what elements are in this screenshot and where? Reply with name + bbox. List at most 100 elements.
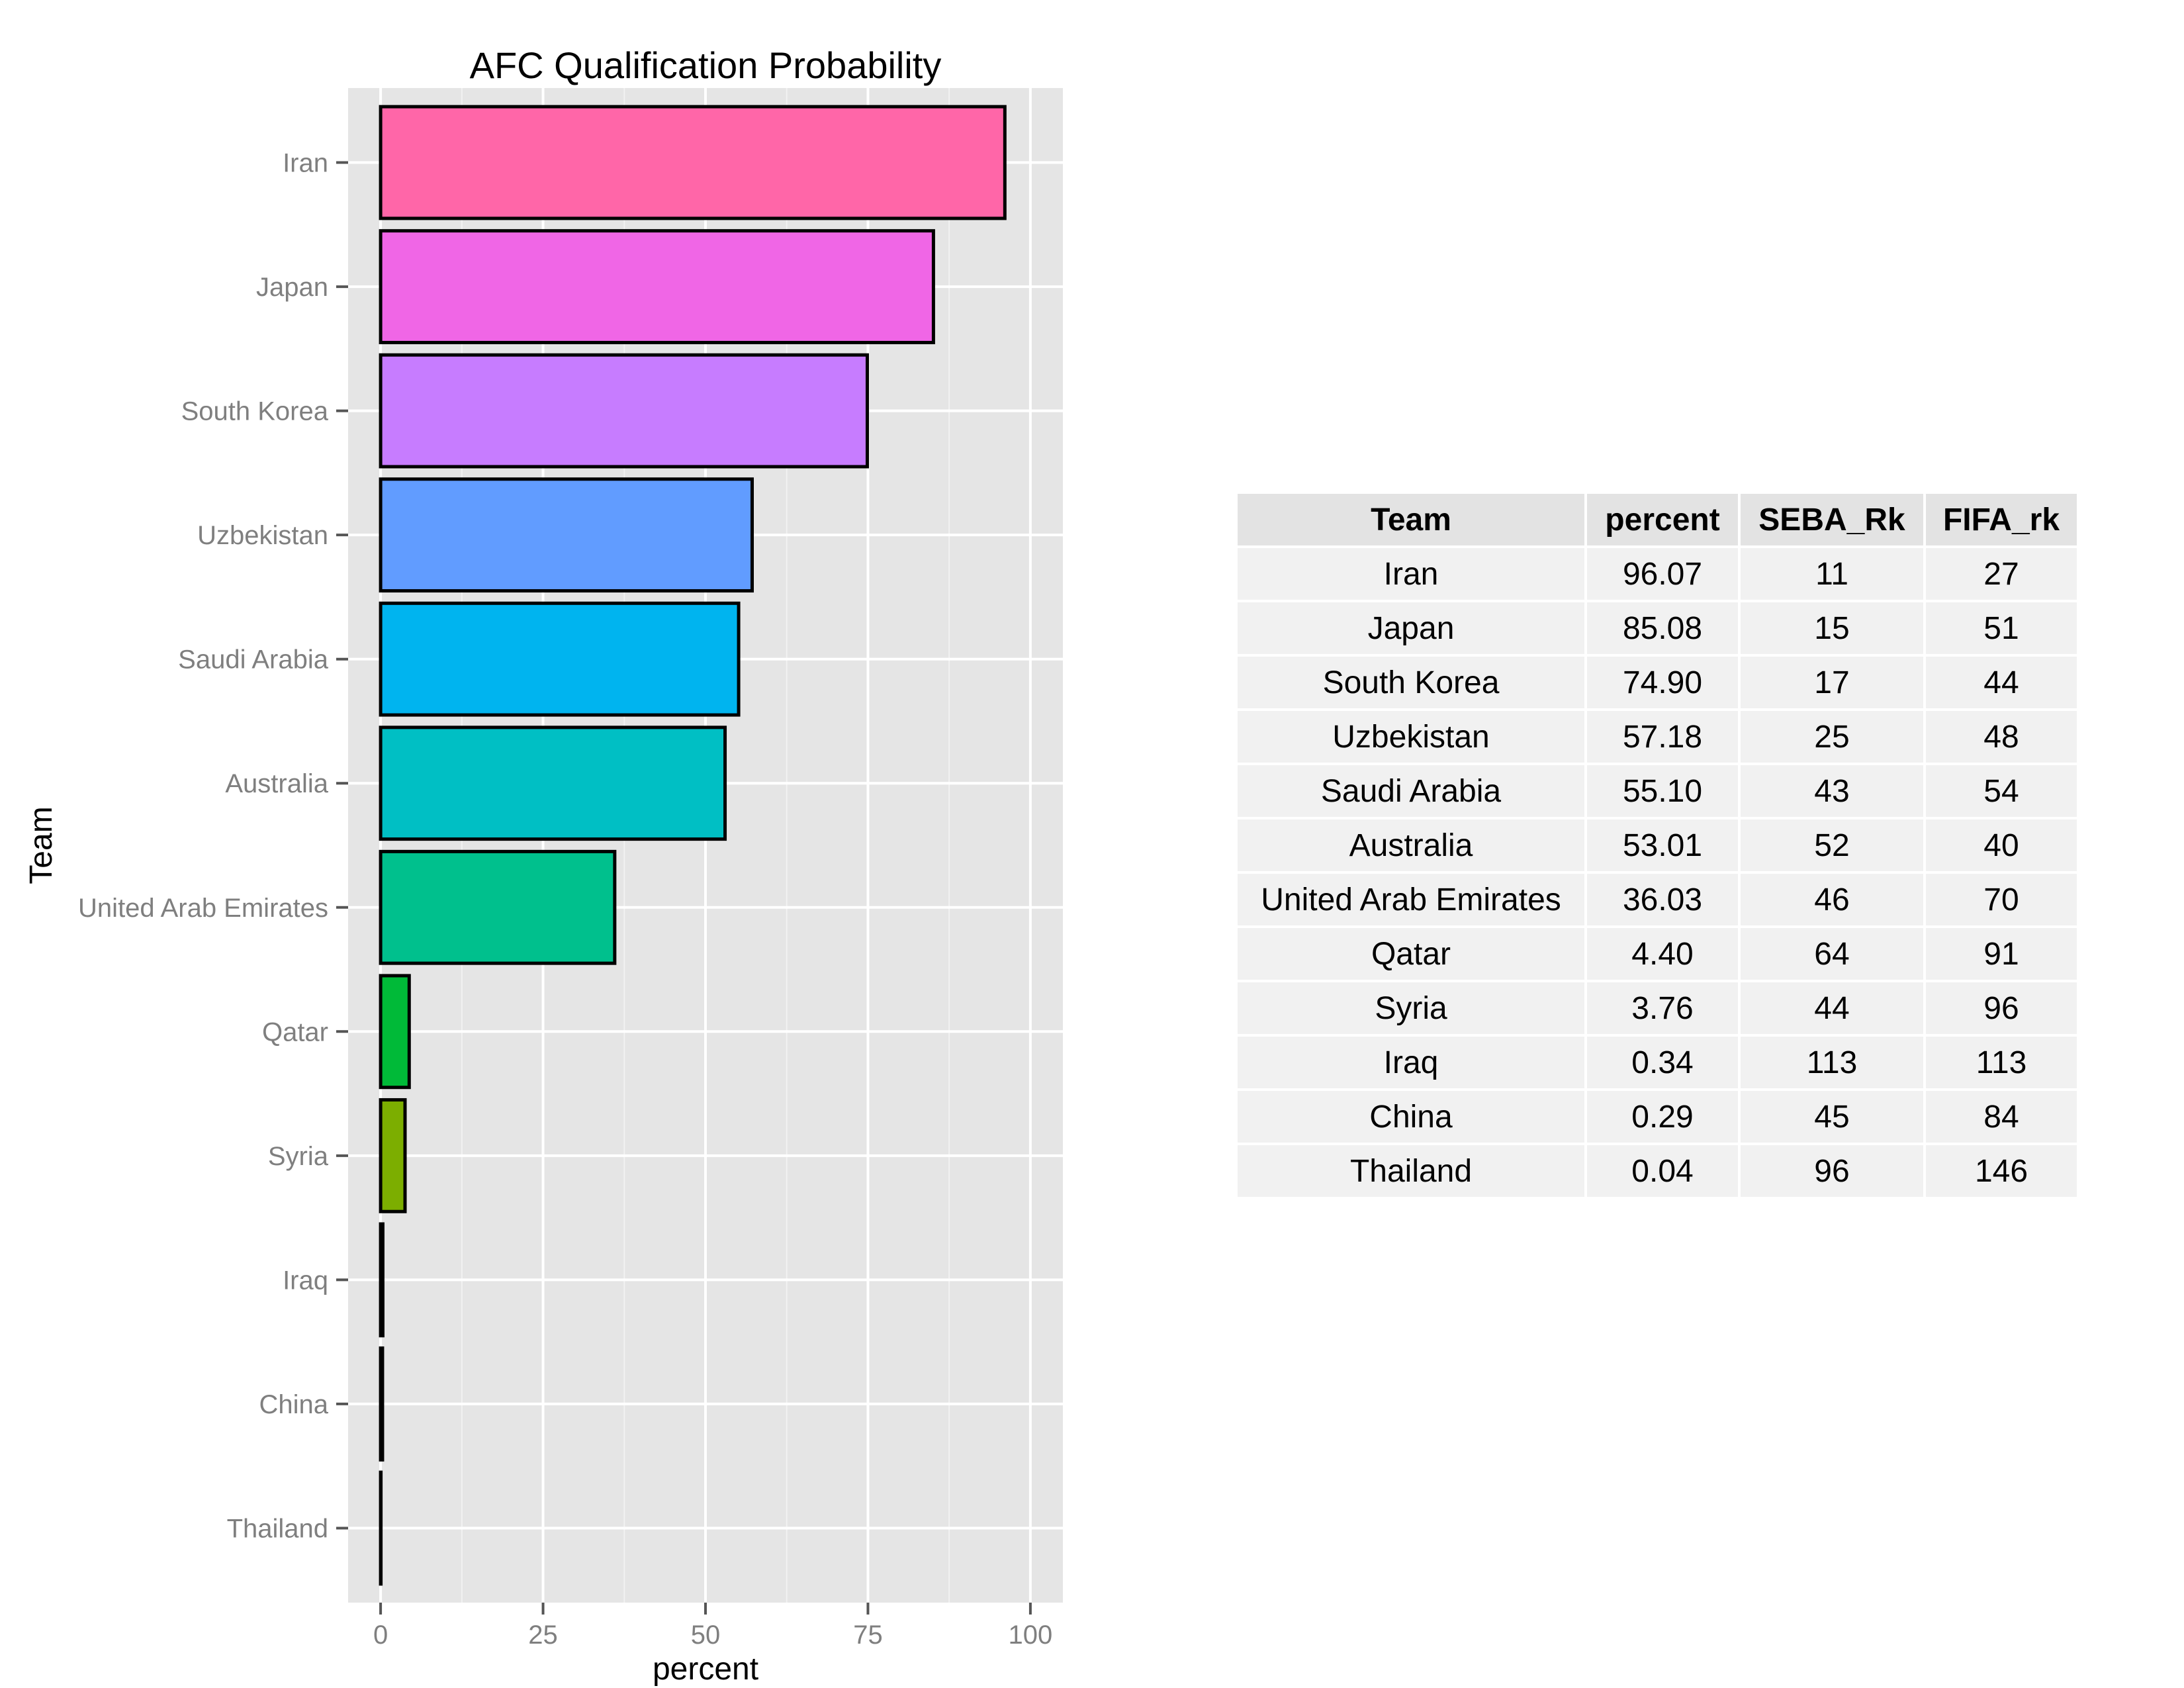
y-tick-label: Uzbekistan [197,521,328,550]
cell-team: South Korea [1238,657,1584,708]
table-row: Qatar 4.40 64 91 [1238,928,2077,980]
header-fifa-rk: FIFA_rk [1926,494,2077,545]
cell-fifa-rk: 84 [1926,1091,2077,1143]
cell-percent: 85.08 [1587,602,1738,654]
cell-fifa-rk: 146 [1926,1145,2077,1197]
y-tick-label: Qatar [262,1017,328,1047]
cell-fifa-rk: 70 [1926,874,2077,925]
cell-seba-rk: 52 [1741,820,1923,871]
cell-percent: 55.10 [1587,765,1738,817]
table-body: Iran 96.07 11 27 Japan 85.08 15 51 South Korea 74… [1238,548,2077,1197]
y-tick-label: Japan [256,273,328,302]
cell-team: Australia [1238,820,1584,871]
cell-percent: 74.90 [1587,657,1738,708]
y-tick-label: United Arab Emirates [78,894,328,923]
bar-iraq [379,1222,385,1338]
x-axis: 0 25 50 75 100 [373,1603,1052,1650]
cell-team: Iraq [1238,1037,1584,1088]
chart-title: AFC Qualification Probability [470,44,942,86]
cell-percent: 57.18 [1587,711,1738,763]
cell-percent: 3.76 [1587,982,1738,1034]
y-tick-label: Thailand [227,1514,328,1543]
y-tick-label: South Korea [181,397,329,426]
bar-china [379,1346,385,1462]
table-row: Syria 3.76 44 96 [1238,982,2077,1034]
bar-chart: AFC Qualification Probability Iran Japan S… [24,44,1063,1687]
cell-seba-rk: 15 [1741,602,1923,654]
table-row: China 0.29 45 84 [1238,1091,2077,1143]
cell-team: China [1238,1091,1584,1143]
cell-seba-rk: 64 [1741,928,1923,980]
cell-seba-rk: 43 [1741,765,1923,817]
cell-seba-rk: 96 [1741,1145,1923,1197]
y-tick-label: Syria [268,1142,329,1171]
cell-seba-rk: 25 [1741,711,1923,763]
cell-seba-rk: 44 [1741,982,1923,1034]
bar-united-arab-emirates [379,849,617,965]
cell-percent: 96.07 [1587,548,1738,600]
cell-percent: 0.34 [1587,1037,1738,1088]
bar-australia [379,726,727,841]
header-percent: percent [1587,494,1738,545]
cell-seba-rk: 17 [1741,657,1923,708]
bar-saudi-arabia [379,601,741,717]
cell-team: Uzbekistan [1238,711,1584,763]
table-row: Uzbekistan 57.18 25 48 [1238,711,2077,763]
y-tick-label: China [259,1390,328,1419]
table-row: Australia 53.01 52 40 [1238,820,2077,871]
cell-fifa-rk: 27 [1926,548,2077,600]
y-tick-label: Australia [225,769,328,798]
bar-south-korea [379,353,869,469]
cell-percent: 53.01 [1587,820,1738,871]
cell-team: United Arab Emirates [1238,874,1584,925]
x-tick-label: 0 [373,1620,388,1650]
bar-qatar [379,974,411,1090]
cell-team: Iran [1238,548,1584,600]
cell-percent: 0.29 [1587,1091,1738,1143]
cell-fifa-rk: 44 [1926,657,2077,708]
cell-team: Saudi Arabia [1238,765,1584,817]
table-row: Thailand 0.04 96 146 [1238,1145,2077,1197]
table-header-row: Team percent SEBA_Rk FIFA_rk [1238,494,2077,545]
x-tick-label: 75 [853,1620,883,1650]
table-row: South Korea 74.90 17 44 [1238,657,2077,708]
cell-fifa-rk: 113 [1926,1037,2077,1088]
cell-fifa-rk: 40 [1926,820,2077,871]
cell-fifa-rk: 91 [1926,928,2077,980]
cell-team: Qatar [1238,928,1584,980]
cell-fifa-rk: 96 [1926,982,2077,1034]
x-axis-label: percent [653,1652,758,1687]
cell-seba-rk: 11 [1741,548,1923,600]
y-axis-label: Team [24,806,59,884]
bar-uzbekistan [379,477,754,593]
cell-fifa-rk: 51 [1926,602,2077,654]
cell-fifa-rk: 54 [1926,765,2077,817]
cell-percent: 0.04 [1587,1145,1738,1197]
x-tick-label: 50 [691,1620,721,1650]
x-tick-label: 100 [1009,1620,1053,1650]
bar-syria [379,1098,407,1213]
cell-team: Japan [1238,602,1584,654]
cell-team: Syria [1238,982,1584,1034]
x-tick-label: 25 [528,1620,558,1650]
stats-table: Team percent SEBA_Rk FIFA_rk Iran 96.07 11… [1235,491,2079,1199]
header-seba-rk: SEBA_Rk [1741,494,1923,545]
cell-percent: 4.40 [1587,928,1738,980]
cell-seba-rk: 113 [1741,1037,1923,1088]
table-row: Iraq 0.34 113 113 [1238,1037,2077,1088]
table-row: Japan 85.08 15 51 [1238,602,2077,654]
table-row: United Arab Emirates 36.03 46 70 [1238,874,2077,925]
cell-seba-rk: 45 [1741,1091,1923,1143]
table-row: Saudi Arabia 55.10 43 54 [1238,765,2077,817]
bar-iran [379,105,1007,220]
y-tick-label: Iran [283,149,328,178]
table-row: Iran 96.07 11 27 [1238,548,2077,600]
cell-percent: 36.03 [1587,874,1738,925]
bars [379,105,1007,1586]
y-tick-label: Saudi Arabia [178,645,329,675]
y-tick-label: Iraq [283,1266,328,1295]
cell-fifa-rk: 48 [1926,711,2077,763]
y-axis: Iran Japan South Korea Uzbekistan Saudi Arab… [78,149,348,1543]
cell-seba-rk: 46 [1741,874,1923,925]
bar-japan [379,229,935,344]
